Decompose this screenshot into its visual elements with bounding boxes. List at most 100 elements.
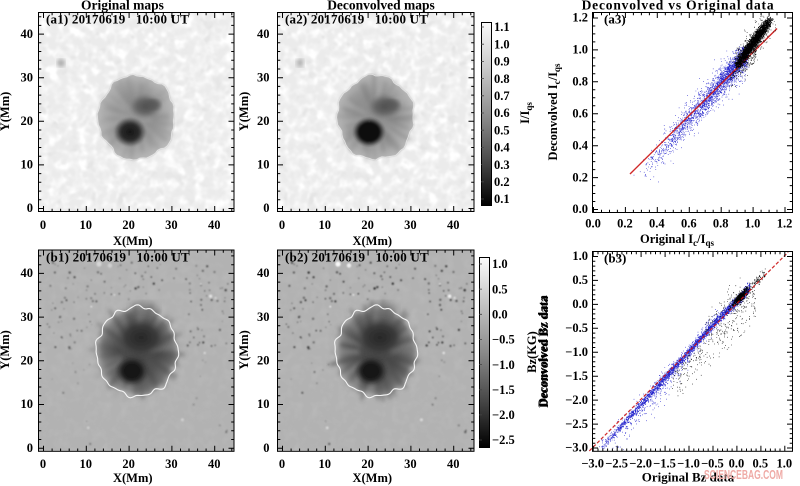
svg-text:30: 30 — [404, 218, 417, 232]
svg-text:0: 0 — [40, 457, 46, 471]
svg-text:0.3: 0.3 — [494, 158, 510, 172]
svg-text:(b2) 20170619 10:00 UT: (b2) 20170619 10:00 UT — [285, 250, 429, 265]
svg-text:Deconvolved maps: Deconvolved maps — [327, 0, 435, 13]
svg-text:0.0: 0.0 — [729, 457, 745, 471]
svg-text:0.7: 0.7 — [494, 89, 510, 103]
svg-text:10: 10 — [80, 457, 93, 471]
svg-text:Bz(KG): Bz(KG) — [525, 331, 539, 373]
svg-text:Deconvolved Bz data: Deconvolved Bz data — [537, 295, 551, 408]
svg-text:30: 30 — [165, 218, 178, 232]
svg-text:0: 0 — [279, 218, 285, 232]
svg-text:1.1: 1.1 — [494, 20, 510, 34]
svg-text:40: 40 — [447, 457, 460, 471]
svg-text:−1.0: −1.0 — [565, 345, 588, 359]
svg-text:10: 10 — [319, 457, 332, 471]
svg-text:X(Mm): X(Mm) — [352, 234, 392, 248]
svg-text:40: 40 — [21, 266, 34, 280]
svg-text:−3.0: −3.0 — [581, 457, 604, 471]
svg-text:0.0: 0.0 — [572, 297, 588, 311]
svg-text:1.2: 1.2 — [572, 11, 588, 25]
svg-text:0.5: 0.5 — [572, 273, 588, 287]
svg-text:20: 20 — [361, 218, 374, 232]
svg-text:−1.5: −1.5 — [653, 457, 676, 471]
svg-text:20: 20 — [21, 354, 34, 368]
svg-text:0.8: 0.8 — [713, 217, 729, 231]
svg-text:0: 0 — [263, 441, 269, 455]
svg-text:1.0: 1.0 — [494, 37, 510, 51]
svg-text:0.5: 0.5 — [753, 457, 769, 471]
svg-text:−2.5: −2.5 — [605, 457, 628, 471]
svg-text:(a1) 20170619 10:00 UT: (a1) 20170619 10:00 UT — [46, 12, 189, 27]
svg-text:−1.0: −1.0 — [492, 358, 515, 372]
svg-text:Y(Mm): Y(Mm) — [237, 92, 251, 132]
svg-text:20: 20 — [122, 218, 135, 232]
svg-text:SCIENCEBAG.COM: SCIENCEBAG.COM — [704, 468, 783, 482]
svg-text:Original Bz data: Original Bz data — [642, 470, 735, 485]
svg-text:1.0: 1.0 — [745, 217, 761, 231]
svg-text:0.0: 0.0 — [572, 202, 588, 216]
svg-text:−2.5: −2.5 — [492, 433, 515, 447]
svg-text:−0.5: −0.5 — [701, 457, 724, 471]
svg-text:0.4: 0.4 — [572, 138, 588, 152]
svg-text:40: 40 — [447, 218, 460, 232]
svg-text:20: 20 — [257, 114, 270, 128]
svg-text:Deconvolved Bz data: Deconvolved Bz data — [536, 294, 550, 407]
svg-text:0.2: 0.2 — [572, 170, 588, 184]
svg-text:Deconvolved Ic/Iqs: Deconvolved Ic/Iqs — [546, 63, 562, 160]
svg-text:0.6: 0.6 — [572, 106, 588, 120]
svg-text:1.0: 1.0 — [776, 457, 792, 471]
svg-text:10: 10 — [257, 397, 270, 411]
svg-text:40: 40 — [257, 266, 270, 280]
svg-text:0.8: 0.8 — [494, 72, 510, 86]
svg-text:30: 30 — [257, 310, 270, 324]
svg-text:0.5: 0.5 — [494, 123, 510, 137]
svg-text:−2.0: −2.0 — [629, 457, 652, 471]
svg-text:−2.5: −2.5 — [565, 417, 588, 431]
svg-text:20: 20 — [361, 457, 374, 471]
svg-text:0.4: 0.4 — [494, 141, 510, 155]
svg-text:Original Ic/Iqs: Original Ic/Iqs — [640, 232, 714, 248]
svg-text:0: 0 — [279, 457, 285, 471]
svg-text:10: 10 — [257, 158, 270, 172]
svg-text:30: 30 — [404, 457, 417, 471]
svg-text:Y(Mm): Y(Mm) — [237, 330, 251, 370]
svg-text:(a2) 20170619 10:00 UT: (a2) 20170619 10:00 UT — [285, 12, 428, 27]
svg-text:1.0: 1.0 — [572, 249, 588, 263]
svg-text:30: 30 — [21, 70, 34, 84]
svg-text:−3.0: −3.0 — [565, 441, 588, 455]
svg-text:10: 10 — [21, 158, 34, 172]
svg-text:X(Mm): X(Mm) — [113, 471, 153, 485]
svg-text:30: 30 — [21, 310, 34, 324]
svg-text:0: 0 — [27, 441, 33, 455]
svg-text:0: 0 — [263, 201, 269, 215]
svg-text:30: 30 — [257, 70, 270, 84]
svg-text:1.0: 1.0 — [572, 43, 588, 57]
svg-text:0.9: 0.9 — [494, 55, 510, 69]
svg-text:0.0: 0.0 — [585, 217, 601, 231]
svg-text:(b3): (b3) — [604, 251, 626, 266]
svg-text:−1.5: −1.5 — [565, 369, 588, 383]
svg-text:−1.0: −1.0 — [677, 457, 700, 471]
svg-text:40: 40 — [208, 457, 221, 471]
svg-text:−1.5: −1.5 — [492, 383, 515, 397]
svg-text:1.2: 1.2 — [777, 217, 793, 231]
svg-text:Deconvolved vs Original data: Deconvolved vs Original data — [582, 0, 775, 13]
svg-text:(a3): (a3) — [604, 12, 626, 27]
svg-text:0.2: 0.2 — [617, 217, 633, 231]
svg-text:20: 20 — [257, 354, 270, 368]
svg-text:X(Mm): X(Mm) — [352, 471, 392, 485]
svg-text:Y(Mm): Y(Mm) — [0, 330, 12, 370]
svg-text:−0.5: −0.5 — [492, 333, 515, 347]
svg-text:Y(Mm): Y(Mm) — [0, 92, 12, 132]
svg-text:0.2: 0.2 — [494, 175, 510, 189]
svg-text:0.5: 0.5 — [492, 282, 508, 296]
svg-text:0.0: 0.0 — [492, 308, 508, 322]
svg-text:−2.0: −2.0 — [492, 408, 515, 422]
svg-text:0.4: 0.4 — [649, 217, 665, 231]
svg-text:10: 10 — [80, 218, 93, 232]
svg-text:−0.5: −0.5 — [565, 321, 588, 335]
svg-text:40: 40 — [257, 27, 270, 41]
svg-text:−2.0: −2.0 — [565, 393, 588, 407]
svg-text:0.8: 0.8 — [572, 75, 588, 89]
svg-text:(b1) 20170619 10:00 UT: (b1) 20170619 10:00 UT — [46, 250, 190, 265]
